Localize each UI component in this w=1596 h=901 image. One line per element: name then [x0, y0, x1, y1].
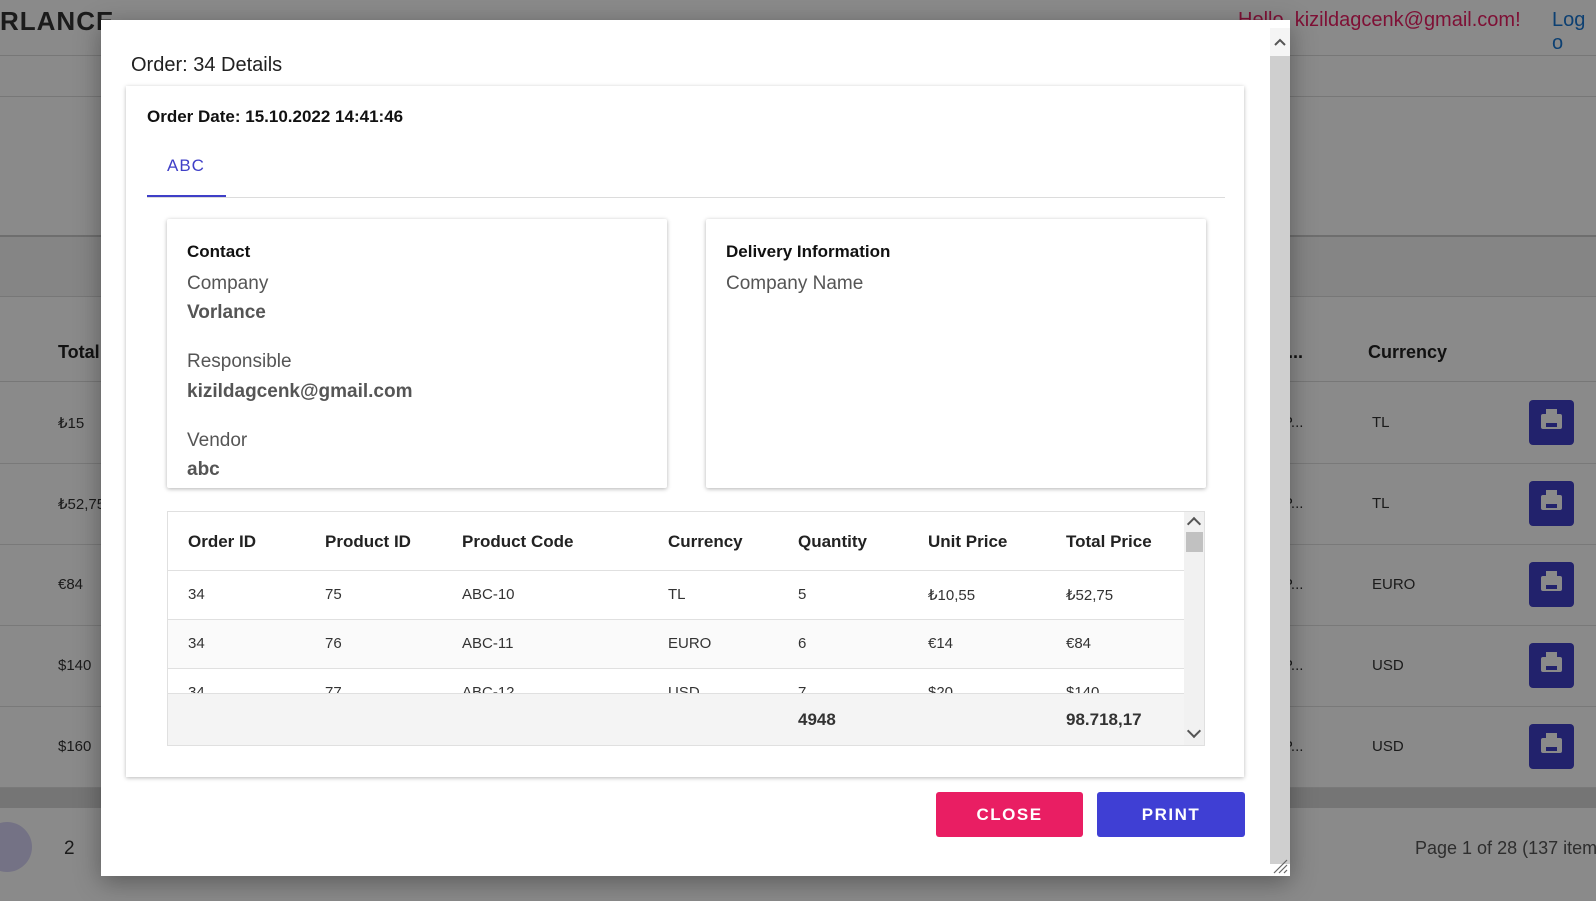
column-header-product-code[interactable]: Product Code — [462, 532, 574, 551]
cell-currency: TL — [1372, 414, 1390, 431]
cell-quantity: 6 — [798, 635, 807, 652]
column-header-product-id[interactable]: Product ID — [325, 532, 411, 551]
scroll-up-button[interactable] — [1270, 28, 1290, 56]
print-icon — [1541, 490, 1562, 510]
dialog-vertical-scrollbar[interactable] — [1270, 28, 1290, 864]
cell-currency: USD — [1372, 657, 1404, 674]
responsible-value: kizildagcenk@gmail.com — [187, 381, 413, 402]
tab-abc[interactable]: ABC — [147, 141, 226, 197]
column-header-total[interactable]: Total — [58, 342, 100, 362]
company-value: Vorlance — [187, 302, 266, 323]
chevron-down-icon[interactable] — [1186, 723, 1202, 739]
cell-total: ₺15 — [58, 415, 85, 432]
cell-currency: USD — [1372, 738, 1404, 755]
print-icon — [1541, 571, 1562, 591]
column-header-total-price[interactable]: Total Price — [1066, 532, 1152, 551]
table-row[interactable]: 34 76 ABC-11 EURO 6 €14 €84 — [168, 620, 1184, 669]
cell-unit-price: ₺10,55 — [928, 587, 976, 604]
print-icon — [1541, 409, 1562, 429]
scrollbar-thumb[interactable] — [1186, 532, 1203, 552]
order-details-dialog: Order: 34 Details Order Date: 15.10.2022… — [101, 20, 1290, 876]
vendor-label: Vendor — [187, 430, 248, 451]
chevron-up-icon — [1274, 38, 1286, 46]
column-header-unit-price[interactable]: Unit Price — [928, 532, 1008, 551]
contact-title: Contact — [187, 242, 251, 261]
contact-card: Contact Company Vorlance Responsible kiz… — [167, 219, 667, 488]
cell-total: €84 — [58, 576, 84, 593]
cell-total: ₺52,75 — [58, 496, 106, 513]
row-print-button[interactable] — [1529, 724, 1574, 769]
cell-product-id: 76 — [325, 635, 342, 652]
cell-total-price: €84 — [1066, 635, 1092, 652]
cell-order-id: 34 — [188, 635, 205, 652]
close-button[interactable]: CLOSE — [936, 792, 1083, 837]
cell-quantity: 5 — [798, 586, 807, 603]
cell-unit-price: €14 — [928, 635, 954, 652]
tab-divider — [147, 197, 1225, 198]
resize-grip-icon[interactable] — [1272, 858, 1288, 874]
cell-order-id: 34 — [188, 586, 205, 603]
column-header-quantity[interactable]: Quantity — [798, 532, 867, 551]
tab-label: ABC — [167, 156, 205, 175]
cell-product-code: ABC-10 — [462, 586, 515, 603]
order-date: Order Date: 15.10.2022 14:41:46 — [147, 107, 404, 126]
cell-currency: TL — [668, 586, 686, 603]
pager-page-2[interactable]: 2 — [64, 838, 75, 859]
vendor-value: abc — [187, 459, 220, 480]
logout-link[interactable]: Log o — [1552, 9, 1586, 54]
row-print-button[interactable] — [1529, 400, 1574, 445]
cell-total-price: ₺52,75 — [1066, 587, 1114, 604]
responsible-label: Responsible — [187, 351, 292, 372]
cell-currency: EURO — [668, 635, 712, 652]
chevron-up-icon[interactable] — [1186, 516, 1202, 532]
items-grid-vertical-scrollbar[interactable] — [1184, 512, 1204, 745]
total-price-sum: 98.718,17 — [1066, 710, 1142, 729]
print-button[interactable]: PRINT — [1097, 792, 1245, 837]
cell-total: $160 — [58, 738, 92, 755]
dialog-title: Order: 34 Details — [131, 54, 283, 76]
table-row[interactable]: 34 75 ABC-10 TL 5 ₺10,55 ₺52,75 — [168, 571, 1184, 620]
column-header-currency[interactable]: Currency — [668, 532, 743, 551]
company-label: Company — [187, 273, 269, 294]
row-print-button[interactable] — [1529, 643, 1574, 688]
row-print-button[interactable] — [1529, 481, 1574, 526]
cell-currency: EURO — [1372, 576, 1416, 593]
print-icon — [1541, 652, 1562, 672]
cell-quantity: 7 — [798, 684, 806, 701]
cell-product-code: ABC-11 — [462, 635, 514, 652]
total-quantity: 4948 — [798, 710, 836, 729]
print-icon — [1541, 733, 1562, 753]
order-items-grid: Order ID Product ID Product Code Currenc… — [167, 511, 1205, 746]
order-details-card: Order Date: 15.10.2022 14:41:46 ABC Cont… — [126, 86, 1244, 777]
cell-product-id: 75 — [325, 586, 342, 603]
delivery-title: Delivery Information — [726, 242, 891, 261]
items-grid-header: Order ID Product ID Product Code Currenc… — [168, 512, 1184, 571]
row-print-button[interactable] — [1529, 562, 1574, 607]
delivery-card: Delivery Information Company Name — [706, 219, 1206, 488]
pager-info: Page 1 of 28 (137 items) — [1415, 838, 1596, 858]
company-name-label: Company Name — [726, 273, 864, 294]
app-logo: RLANCE — [0, 6, 115, 36]
items-grid-totals: 4948 98.718,17 — [168, 693, 1184, 745]
cell-total: $140 — [58, 657, 92, 674]
user-greeting: Hello, kizildagcenk@gmail.com! — [1238, 9, 1521, 31]
cell-currency: TL — [1372, 495, 1390, 512]
column-header-currency[interactable]: Currency — [1368, 342, 1448, 362]
column-header-order-id[interactable]: Order ID — [188, 532, 257, 551]
